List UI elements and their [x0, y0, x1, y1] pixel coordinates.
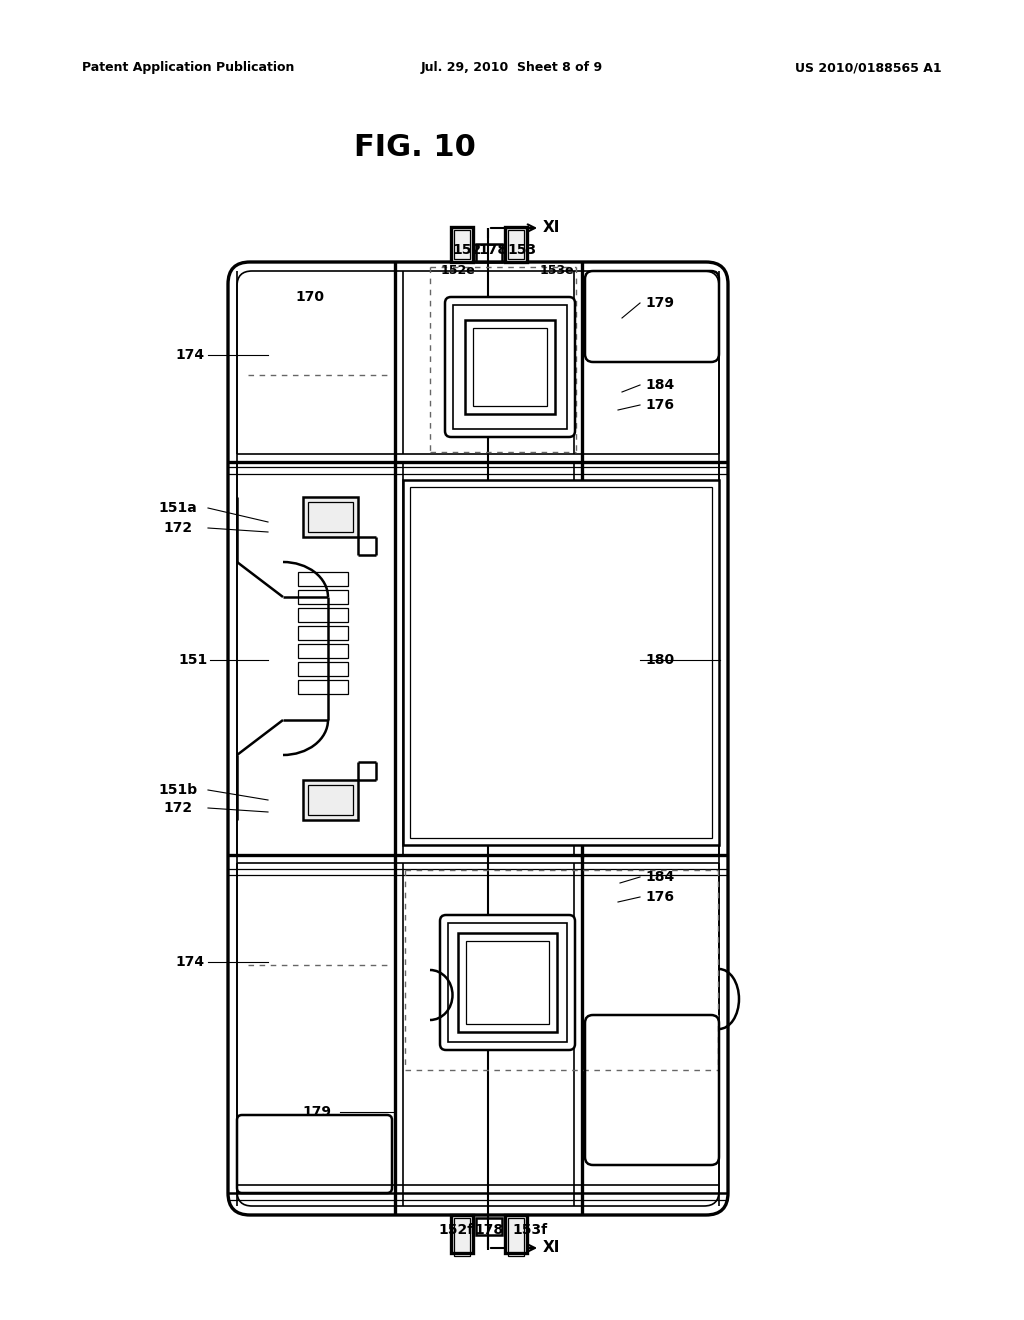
- Text: 152f: 152f: [438, 1224, 473, 1237]
- FancyBboxPatch shape: [440, 915, 575, 1049]
- Polygon shape: [465, 319, 555, 414]
- Polygon shape: [505, 227, 527, 261]
- Text: XI: XI: [543, 1241, 560, 1255]
- Text: 151: 151: [178, 653, 207, 667]
- Polygon shape: [451, 1214, 473, 1253]
- Text: 153: 153: [507, 243, 537, 257]
- Text: 172: 172: [163, 521, 193, 535]
- Text: 176: 176: [645, 890, 674, 904]
- Text: 176: 176: [645, 399, 674, 412]
- Polygon shape: [303, 498, 358, 537]
- FancyBboxPatch shape: [228, 261, 728, 1214]
- Polygon shape: [505, 1214, 527, 1253]
- Text: 180: 180: [645, 653, 674, 667]
- Text: 151a: 151a: [158, 502, 197, 515]
- FancyBboxPatch shape: [445, 297, 575, 437]
- Text: 179: 179: [302, 1105, 331, 1119]
- Text: Patent Application Publication: Patent Application Publication: [82, 62, 294, 74]
- Text: 152e: 152e: [441, 264, 476, 276]
- Polygon shape: [451, 227, 473, 261]
- Text: Jul. 29, 2010  Sheet 8 of 9: Jul. 29, 2010 Sheet 8 of 9: [421, 62, 603, 74]
- Text: US 2010/0188565 A1: US 2010/0188565 A1: [796, 62, 942, 74]
- Polygon shape: [403, 480, 719, 845]
- Text: 153f: 153f: [512, 1224, 547, 1237]
- Text: 170: 170: [295, 290, 324, 304]
- Text: 174: 174: [175, 954, 204, 969]
- Text: 178: 178: [474, 1224, 503, 1237]
- Text: 151b: 151b: [158, 783, 198, 797]
- Polygon shape: [303, 780, 358, 820]
- Polygon shape: [458, 933, 557, 1032]
- Text: 174: 174: [175, 348, 204, 362]
- Text: 178: 178: [478, 243, 507, 257]
- Text: 179: 179: [645, 296, 674, 310]
- Text: XI: XI: [543, 220, 560, 235]
- Text: 152: 152: [452, 243, 481, 257]
- Text: 184: 184: [645, 870, 674, 884]
- Text: 172: 172: [163, 801, 193, 814]
- Text: 153e: 153e: [540, 264, 574, 276]
- Text: 184: 184: [645, 378, 674, 392]
- Text: FIG. 10: FIG. 10: [354, 133, 476, 162]
